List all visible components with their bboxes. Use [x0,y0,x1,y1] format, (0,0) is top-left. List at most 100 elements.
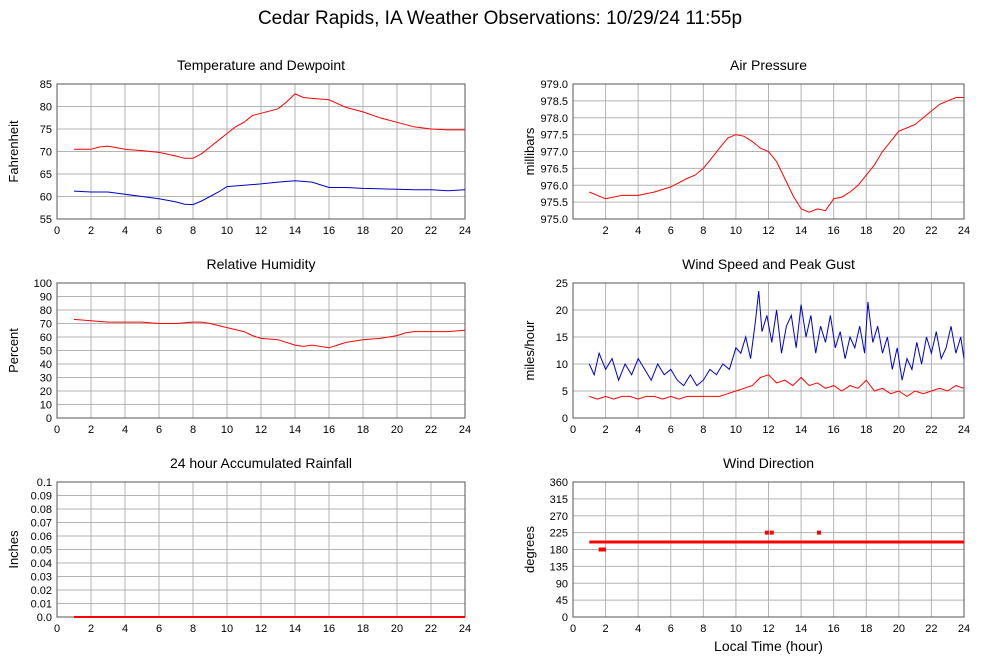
y-tick-label: 975.0 [540,214,568,226]
x-tick-label: 0 [54,623,60,635]
chart-title: Wind Direction [723,455,814,471]
data-point [764,530,769,535]
x-tick-label: 22 [425,623,437,635]
x-tick-label: 2 [88,424,94,436]
chart-title: Relative Humidity [207,256,316,272]
x-tick-label: 2 [603,225,609,237]
y-tick-label: 977.0 [540,147,568,159]
y-tick-label: 75 [40,124,52,136]
y-tick-label: 976.0 [540,180,568,192]
plot-frame [572,83,965,220]
y-tick-label: 90 [556,578,568,590]
x-tick-label: 12 [762,623,774,635]
x-tick-label: 12 [255,424,267,436]
y-tick-label: 0.04 [31,558,52,570]
y-tick-label: 270 [550,511,568,523]
x-tick-label: 8 [190,424,196,436]
y-tick-label: 80 [40,305,52,317]
x-tick-label: 20 [893,623,905,635]
chart-rain: 24 hour Accumulated RainfallInches0.00.0… [6,455,471,635]
x-tick-label: 2 [88,623,94,635]
y-tick-label: 360 [550,477,568,489]
x-tick-label: 12 [762,225,774,237]
y-axis-label: Inches [6,530,21,569]
series-line-1 [589,97,964,213]
x-tick-label: 8 [700,225,706,237]
chart-title: Wind Speed and Peak Gust [682,256,855,272]
y-tick-label: 60 [40,192,52,204]
x-tick-label: 24 [459,225,471,237]
x-tick-label: 20 [391,225,403,237]
y-tick-label: 0.09 [31,491,52,503]
y-tick-label: 5 [562,386,568,398]
y-axis-label: degrees [522,526,537,573]
x-tick-label: 10 [221,424,233,436]
y-tick-label: 10 [40,400,52,412]
plot-frame [56,83,466,220]
y-tick-label: 45 [556,595,568,607]
series-line-1 [588,291,965,387]
x-tick-label: 16 [828,225,840,237]
page-title: Cedar Rapids, IA Weather Observations: 1… [257,8,743,29]
y-tick-label: 70 [40,147,52,159]
y-tick-label: 0 [46,413,52,425]
y-tick-label: 20 [40,386,52,398]
x-tick-label: 4 [122,424,128,436]
y-tick-label: 50 [40,346,52,358]
x-tick-label: 18 [357,424,369,436]
x-tick-label: 6 [156,424,162,436]
x-tick-label: 20 [391,424,403,436]
x-tick-label: 20 [391,623,403,635]
x-tick-label: 4 [635,424,641,436]
x-tick-label: 22 [925,623,937,635]
y-tick-label: 0 [562,413,568,425]
y-tick-label: 60 [40,332,52,344]
y-tick-label: 0.05 [31,545,52,557]
y-tick-label: 0.03 [31,572,52,584]
y-tick-label: 975.5 [540,197,568,209]
x-tick-label: 4 [635,225,641,237]
x-tick-label: 24 [958,623,970,635]
y-tick-label: 80 [40,102,52,114]
x-tick-label: 14 [289,225,301,237]
x-tick-label: 12 [255,225,267,237]
x-tick-label: 10 [730,424,742,436]
series-line-1 [73,318,466,349]
x-tick-label: 24 [958,424,970,436]
y-tick-label: 315 [550,494,568,506]
y-tick-label: 0.02 [31,585,52,597]
x-tick-label: 16 [828,424,840,436]
y-axis-label: millibars [522,127,537,175]
x-tick-label: 8 [700,623,706,635]
y-tick-label: 15 [556,332,568,344]
chart-wind: Wind Speed and Peak Gust miles/hour 0 5 10 15… [522,256,970,436]
chart-temp: Temperature and DewpointFahrenheit556065… [6,57,471,237]
x-tick-label: 12 [255,623,267,635]
x-tick-label: 24 [459,424,471,436]
y-axis-label: miles/hour [522,320,537,381]
x-tick-label: 6 [156,623,162,635]
x-tick-label: 8 [190,225,196,237]
x-tick-label: 0 [570,623,576,635]
x-tick-label: 14 [795,623,807,635]
y-tick-label: 90 [40,292,52,304]
y-tick-label: 0 [562,612,568,624]
x-tick-label: 18 [860,225,872,237]
y-tick-label: 70 [40,319,52,331]
x-tick-label: 10 [730,225,742,237]
x-tick-label: 2 [88,225,94,237]
x-tick-label: 24 [958,225,970,237]
x-tick-label: 18 [357,623,369,635]
chart-direction: Wind Direction degrees Local Time (hour) 0 4… [522,455,970,654]
series-line-1 [74,93,465,159]
x-tick-label: 4 [635,623,641,635]
x-tick-label: 14 [795,225,807,237]
y-tick-label: 0.08 [31,504,52,516]
y-tick-label: 0.07 [31,518,52,530]
chart-title: 24 hour Accumulated Rainfall [170,455,352,471]
y-tick-label: 0.01 [31,599,52,611]
x-tick-label: 18 [860,623,872,635]
series-line-2 [589,374,965,400]
y-tick-label: 135 [550,561,568,573]
